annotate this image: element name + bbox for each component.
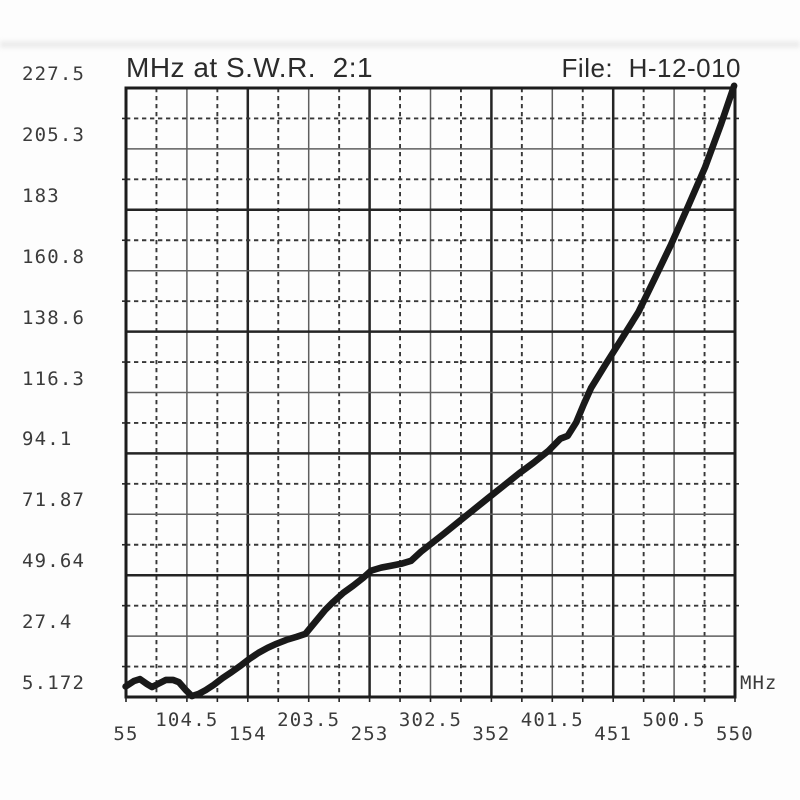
y-tick-label: 138.6 bbox=[22, 306, 86, 329]
chart-title: MHz at S.W.R. 2:1 bbox=[126, 52, 374, 83]
x-axis-unit-label: MHz bbox=[740, 672, 778, 694]
x-tick-label: 104.5 bbox=[155, 709, 219, 731]
x-tick-label: 352 bbox=[472, 723, 511, 745]
y-tick-label: 227.5 bbox=[22, 63, 86, 85]
y-tick-label: 27.4 bbox=[22, 611, 73, 634]
y-tick-label: 94.1 bbox=[22, 428, 73, 451]
x-tick-label: 401.5 bbox=[520, 709, 584, 731]
file-id-label: File: H-12-010 bbox=[561, 53, 741, 83]
y-tick-label: 205.3 bbox=[22, 123, 86, 146]
axis-tick-marks bbox=[122, 117, 739, 702]
y-tick-label: 5.172 bbox=[22, 672, 86, 694]
y-tick-label: 160.8 bbox=[22, 245, 86, 268]
x-tick-label: 55 bbox=[113, 723, 139, 745]
y-tick-label: 49.64 bbox=[22, 550, 86, 573]
x-tick-label: 500.5 bbox=[642, 709, 706, 731]
x-tick-label: 154 bbox=[228, 723, 267, 745]
x-tick-label: 550 bbox=[716, 723, 754, 745]
x-tick-label: 253 bbox=[350, 723, 389, 745]
grid-lines bbox=[124, 86, 737, 699]
scan-artifact-band bbox=[0, 41, 800, 48]
y-tick-label: 71.87 bbox=[22, 489, 86, 512]
x-tick-label: 302.5 bbox=[398, 709, 463, 731]
y-tick-label: 116.3 bbox=[22, 367, 86, 390]
swr-sweep-curve bbox=[122, 82, 738, 700]
x-tick-label: 203.5 bbox=[277, 709, 341, 731]
x-tick-label: 451 bbox=[594, 723, 633, 745]
y-tick-label: 183 bbox=[22, 184, 60, 207]
